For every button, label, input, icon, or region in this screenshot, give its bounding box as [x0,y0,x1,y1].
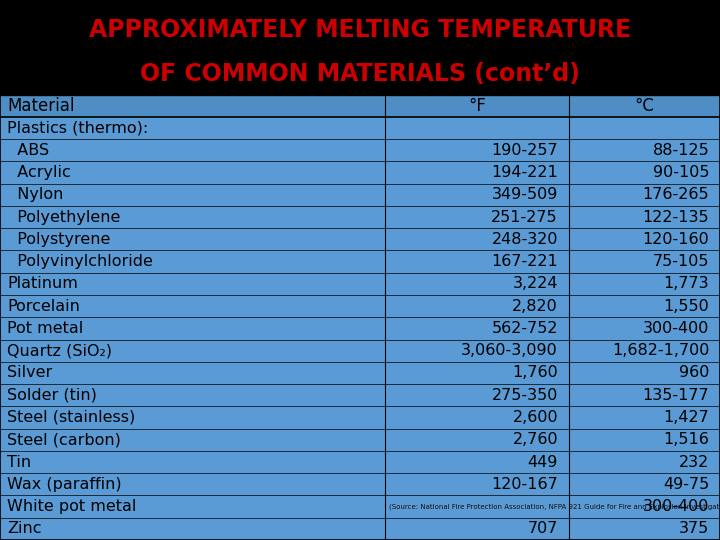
Text: °C: °C [634,97,654,114]
Text: 2,760: 2,760 [513,432,558,447]
Text: Tin: Tin [7,455,32,470]
Text: 135-177: 135-177 [642,388,709,403]
Text: 248-320: 248-320 [492,232,558,247]
Bar [0,251,720,273]
Bar [0,473,720,496]
Text: 90-105: 90-105 [653,165,709,180]
Text: 49-75: 49-75 [663,477,709,492]
Text: Material: Material [7,97,75,114]
Text: OF COMMON MATERIALS (cont’d): OF COMMON MATERIALS (cont’d) [140,62,580,86]
Text: Porcelain: Porcelain [7,299,80,314]
Text: 176-265: 176-265 [642,187,709,202]
Text: Wax (paraffin): Wax (paraffin) [7,477,122,492]
Text: 562-752: 562-752 [492,321,558,336]
Text: Zinc: Zinc [7,521,42,536]
Bar [0,295,720,317]
Text: 3,060-3,090: 3,060-3,090 [462,343,558,358]
Bar [0,206,720,228]
Bar [0,317,720,340]
Text: Polystyrene: Polystyrene [7,232,111,247]
Bar [0,429,720,451]
Text: 1,516: 1,516 [663,432,709,447]
Bar [0,407,720,429]
Text: 122-135: 122-135 [642,210,709,225]
Bar [0,139,720,161]
Text: Platinum: Platinum [7,276,78,292]
Text: 449: 449 [528,455,558,470]
Text: 167-221: 167-221 [491,254,558,269]
Bar [0,518,720,540]
Text: Plastics (thermo):: Plastics (thermo): [7,120,148,136]
Text: 120-160: 120-160 [642,232,709,247]
Text: APPROXIMATELY MELTING TEMPERATURE: APPROXIMATELY MELTING TEMPERATURE [89,18,631,42]
Bar [0,362,720,384]
Text: Solder (tin): Solder (tin) [7,388,97,403]
Text: 707: 707 [528,521,558,536]
Text: Steel (carbon): Steel (carbon) [7,432,121,447]
Text: 251-275: 251-275 [491,210,558,225]
Text: 232: 232 [679,455,709,470]
Text: Silver: Silver [7,366,53,381]
Text: 300-400: 300-400 [643,499,709,514]
Text: Acrylic: Acrylic [7,165,71,180]
Bar [0,340,720,362]
Text: Nylon: Nylon [7,187,63,202]
Bar [0,273,720,295]
Text: 300-400: 300-400 [643,321,709,336]
Text: 2,600: 2,600 [513,410,558,425]
Text: 1,760: 1,760 [512,366,558,381]
Text: 1,427: 1,427 [663,410,709,425]
Text: Polyvinylchloride: Polyvinylchloride [7,254,153,269]
Text: 2,820: 2,820 [512,299,558,314]
Text: 1,550: 1,550 [663,299,709,314]
Text: 3,224: 3,224 [513,276,558,292]
Bar [0,228,720,251]
Text: 194-221: 194-221 [491,165,558,180]
Bar [0,117,720,139]
Text: Pot metal: Pot metal [7,321,84,336]
Text: 120-167: 120-167 [491,477,558,492]
Bar [0,451,720,473]
Text: (Source: National Fire Protection Association, NFPA 921 Guide for Fire and Explo: (Source: National Fire Protection Associ… [389,503,720,510]
Text: 960: 960 [679,366,709,381]
Text: 1,682-1,700: 1,682-1,700 [612,343,709,358]
Text: 1,773: 1,773 [664,276,709,292]
Text: ABS: ABS [7,143,50,158]
Bar [0,384,720,406]
Text: 88-125: 88-125 [652,143,709,158]
Text: White pot metal: White pot metal [7,499,137,514]
Text: Quartz (SiO₂): Quartz (SiO₂) [7,343,112,358]
Text: °F: °F [468,97,486,114]
Text: 375: 375 [679,521,709,536]
Text: Polyethylene: Polyethylene [7,210,120,225]
Text: 349-509: 349-509 [492,187,558,202]
Bar [0,184,720,206]
Bar [0,496,720,518]
Text: 190-257: 190-257 [491,143,558,158]
Text: 275-350: 275-350 [492,388,558,403]
Bar [0,94,720,117]
Text: Steel (stainless): Steel (stainless) [7,410,135,425]
Text: 75-105: 75-105 [653,254,709,269]
Bar [0,161,720,184]
